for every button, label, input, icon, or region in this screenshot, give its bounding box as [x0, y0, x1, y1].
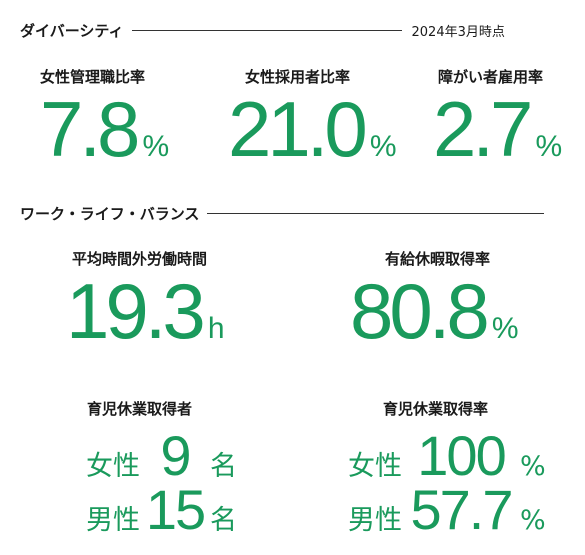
childcare-takers-male-value: 15: [145, 478, 206, 541]
male-label: 男性: [86, 505, 140, 536]
work-life-title: ワーク・ライフ・バランス: [20, 205, 200, 223]
female-label: 女性: [86, 451, 140, 482]
childcare-rate-male-value: 57.7: [410, 478, 514, 541]
disability-employment-rate-label: 障がい者雇用率: [438, 68, 544, 86]
childcare-rate-label: 育児休業取得率: [383, 400, 489, 418]
female-manager-ratio-unit: %: [142, 130, 170, 163]
diversity-header: ダイバーシティ 2024年3月時点: [20, 20, 505, 41]
as-of-date: 2024年3月時点: [411, 25, 505, 40]
disability-employment-rate-unit: %: [535, 130, 563, 163]
childcare-rate-female-row: 女性 100%: [348, 428, 546, 484]
childcare-rate-male-row: 男性 57.7%: [348, 482, 546, 538]
childcare-rate-male-unit: %: [520, 505, 546, 536]
avg-overtime-unit: h: [207, 312, 225, 345]
childcare-takers-label: 育児休業取得者: [87, 400, 193, 418]
paid-leave-rate-value: 80.8%: [350, 267, 519, 355]
female-label: 女性: [348, 451, 402, 482]
avg-overtime-label: 平均時間外労働時間: [72, 250, 208, 268]
work-life-rule: [207, 213, 545, 214]
paid-leave-rate-unit: %: [491, 312, 519, 345]
paid-leave-rate-label: 有給休暇取得率: [385, 250, 491, 268]
childcare-takers-female-value: 9: [160, 424, 191, 487]
childcare-rate-female-value: 100: [417, 424, 506, 487]
disability-employment-rate-value: 2.7%: [433, 85, 563, 173]
childcare-takers-male-row: 男性 15 名: [86, 482, 237, 538]
female-hire-ratio-label: 女性採用者比率: [245, 68, 351, 86]
childcare-takers-male-unit: 名: [210, 505, 237, 536]
female-manager-ratio-label: 女性管理職比率: [40, 68, 146, 86]
female-manager-ratio-value: 7.8%: [40, 85, 170, 173]
childcare-rate-female-unit: %: [520, 451, 546, 482]
work-life-header: ワーク・ライフ・バランス: [20, 203, 545, 224]
childcare-takers-female-unit: 名: [210, 451, 237, 482]
male-label: 男性: [348, 505, 402, 536]
female-hire-ratio-unit: %: [369, 130, 397, 163]
diversity-title: ダイバーシティ: [20, 22, 124, 40]
avg-overtime-value: 19.3 h: [66, 267, 225, 355]
female-hire-ratio-value: 21.0%: [228, 85, 397, 173]
childcare-takers-female-row: 女性 9 名: [86, 428, 237, 484]
diversity-rule: [131, 30, 402, 31]
